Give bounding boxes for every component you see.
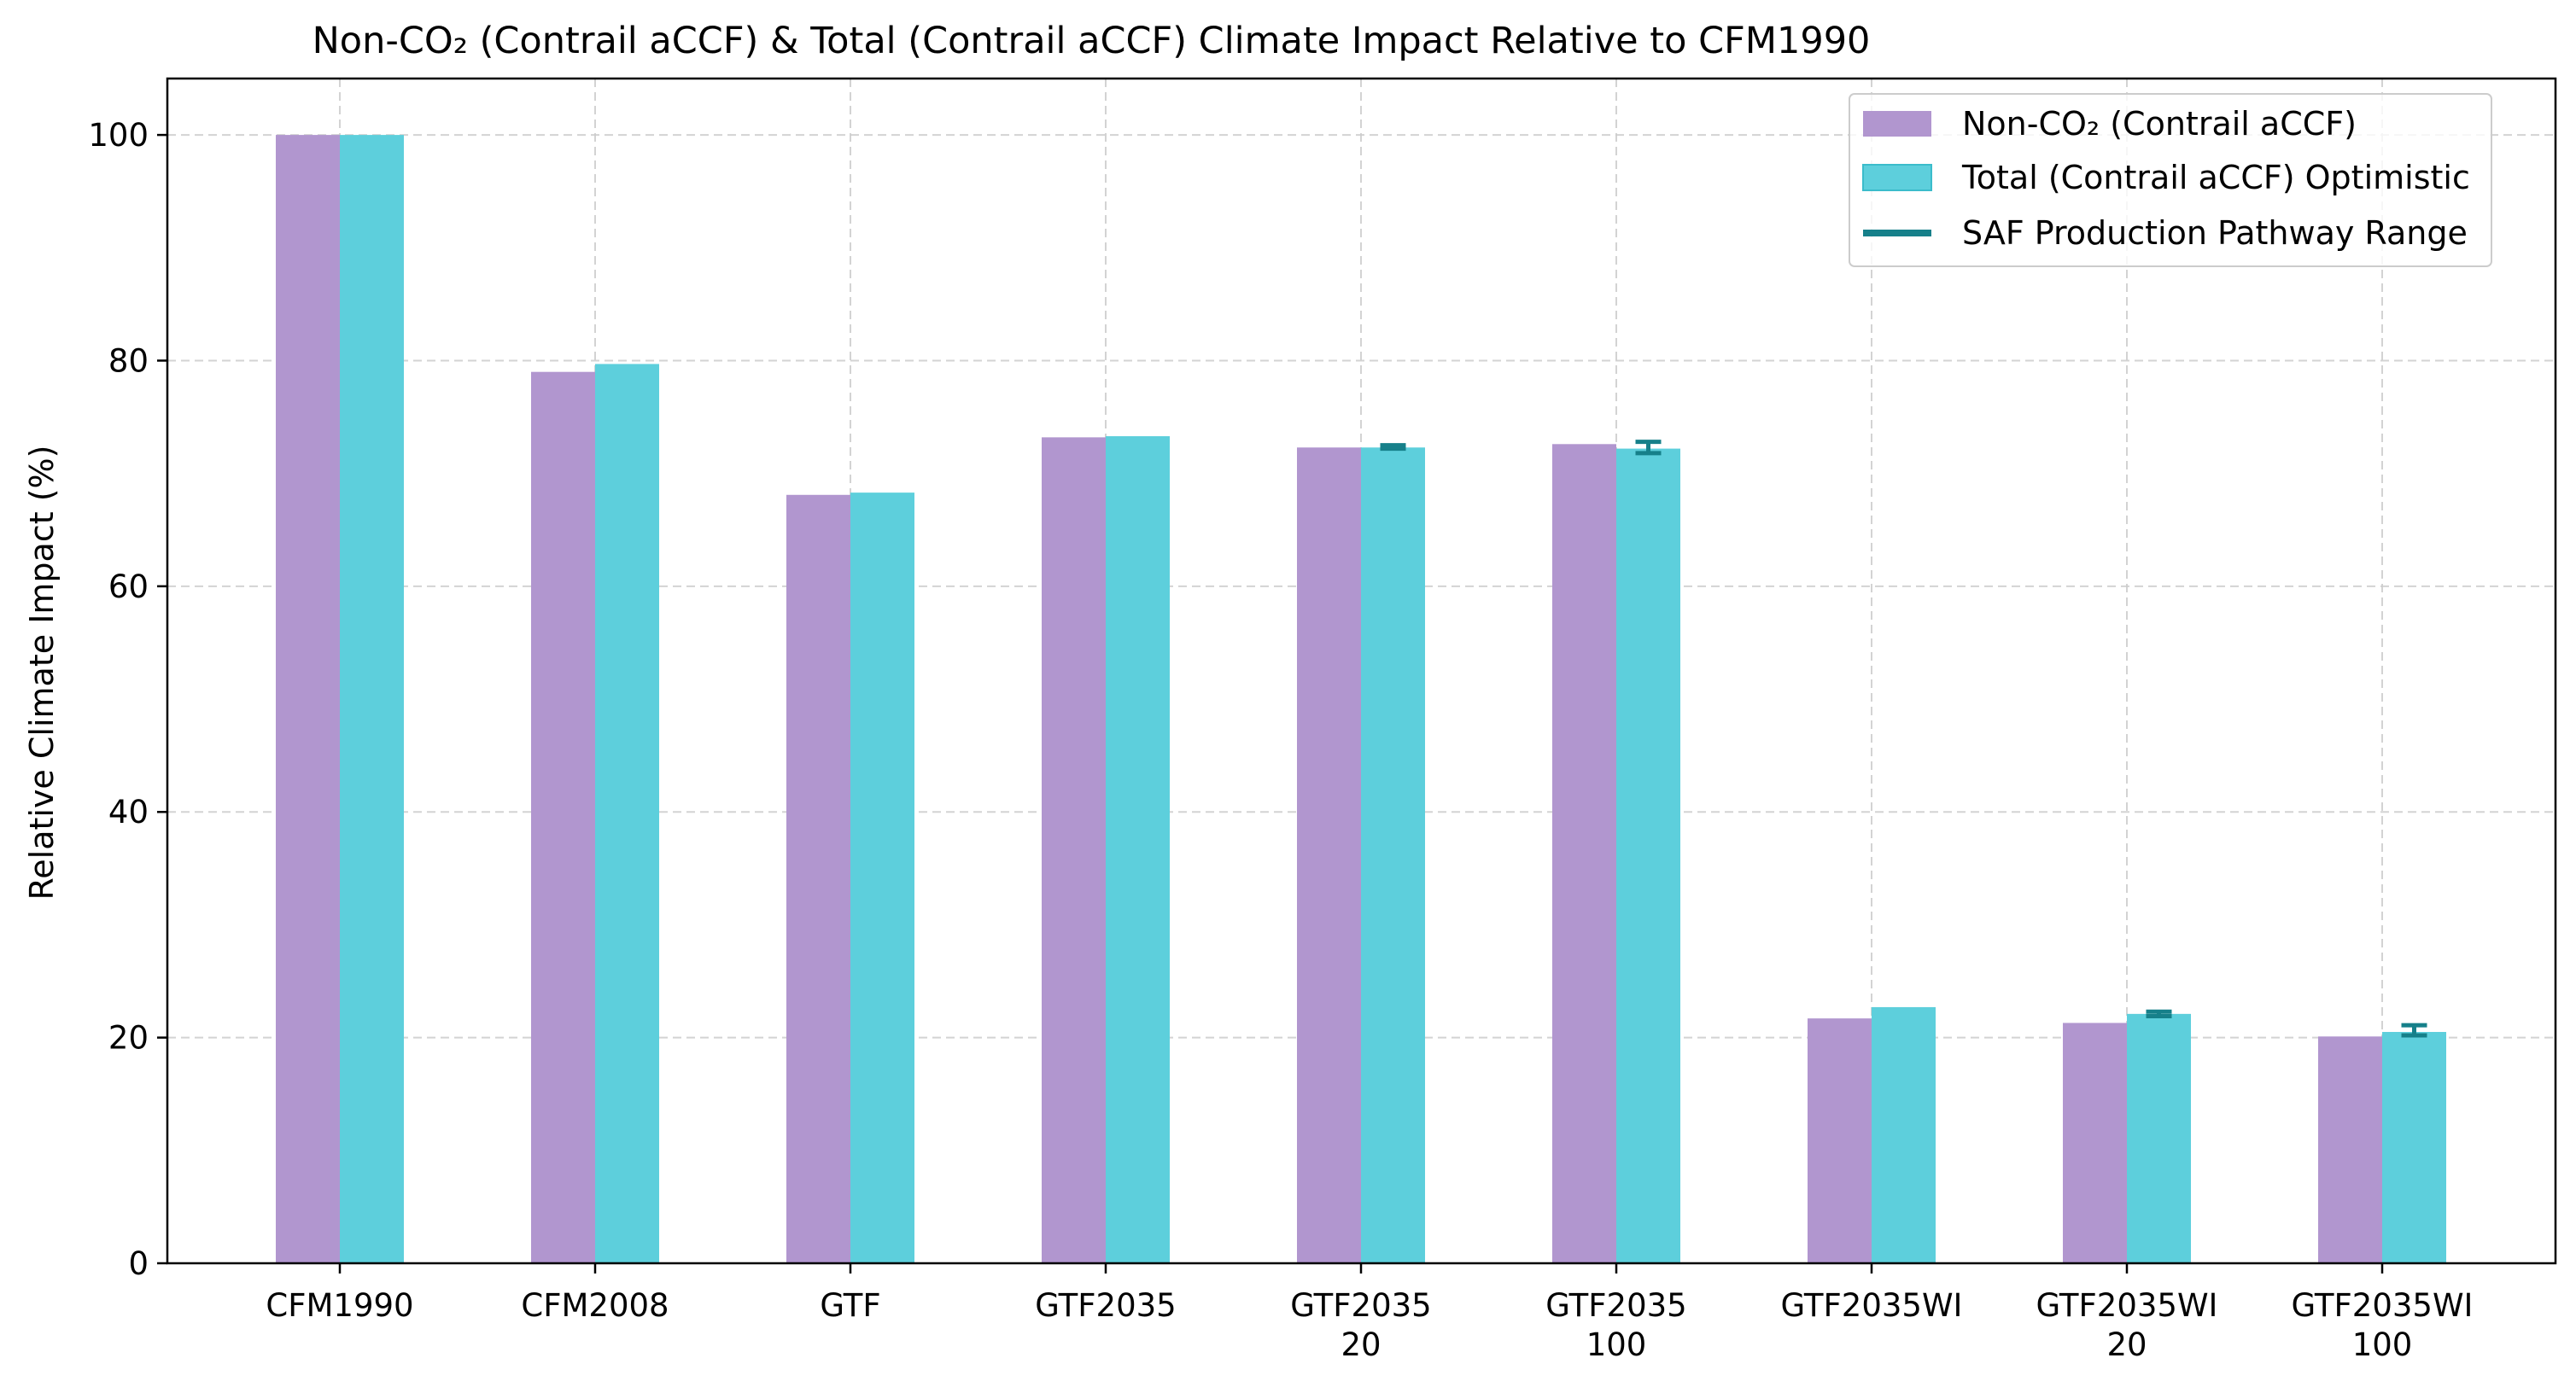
y-tick-label: 0 xyxy=(128,1245,149,1282)
x-axis-ticks: CFM1990 CFM2008 GTF GTF2035 GTF203520GTF2035… xyxy=(266,1263,2473,1363)
bar-total-optimistic xyxy=(595,364,659,1263)
bar-non-co2 xyxy=(1808,1018,1872,1263)
x-tick-label: CFM1990 xyxy=(266,1287,413,1324)
saf-range-marker xyxy=(2146,1009,2172,1019)
legend-swatch-non-co2 xyxy=(1863,111,1931,137)
y-tick-label: 60 xyxy=(108,568,149,605)
bar-total-optimistic xyxy=(1106,436,1170,1263)
bar-non-co2 xyxy=(1042,437,1106,1263)
x-tick-label: GTF2035 xyxy=(1290,1287,1431,1324)
bar-total-optimistic xyxy=(2127,1013,2191,1263)
saf-range-marker xyxy=(1635,440,1662,456)
y-tick-label: 100 xyxy=(88,117,149,154)
legend-label-saf-range: SAF Production Pathway Range xyxy=(1962,214,2468,252)
legend-label-non-co2: Non-CO₂ (Contrail aCCF) xyxy=(1962,105,2357,143)
y-tick-label: 80 xyxy=(108,342,149,379)
x-tick-label: 100 xyxy=(2352,1326,2413,1363)
legend-frame xyxy=(1849,93,2492,267)
legend-label-total: Total (Contrail aCCF) Optimistic xyxy=(1961,159,2470,196)
saf-range-markers xyxy=(1380,440,2427,1038)
legend: Non-CO₂ (Contrail aCCF) Total (Contrail … xyxy=(1849,93,2492,267)
bar-total-optimistic xyxy=(1872,1006,1936,1263)
bar-non-co2 xyxy=(1552,444,1616,1263)
legend-item-total: Total (Contrail aCCF) Optimistic xyxy=(1862,159,2470,196)
bar-non-co2 xyxy=(531,371,595,1263)
chart-title: Non-CO₂ (Contrail aCCF) & Total (Contrai… xyxy=(313,20,1871,62)
x-tick-label: GTF2035WI xyxy=(2292,1287,2474,1324)
bars xyxy=(276,135,2446,1264)
x-tick-label: 20 xyxy=(2106,1326,2147,1363)
legend-swatch-total xyxy=(1862,164,1932,191)
x-tick-label: GTF xyxy=(820,1287,880,1324)
x-tick-label: CFM2008 xyxy=(521,1287,669,1324)
bar-non-co2 xyxy=(276,135,340,1264)
x-tick-label: 100 xyxy=(1586,1326,1647,1363)
x-tick-label: GTF2035 xyxy=(1035,1287,1176,1324)
bar-non-co2 xyxy=(1297,447,1361,1263)
saf-range-marker xyxy=(2401,1023,2427,1038)
y-axis-label: Relative Climate Impact (%) xyxy=(23,446,61,900)
legend-item-non-co2: Non-CO₂ (Contrail aCCF) xyxy=(1863,105,2357,143)
bar-total-optimistic xyxy=(850,493,914,1263)
x-tick-label: 20 xyxy=(1341,1326,1381,1363)
y-axis-ticks: 0 20 40 60 80 100 xyxy=(88,117,167,1282)
bar-total-optimistic xyxy=(1361,447,1425,1263)
bar-total-optimistic xyxy=(2382,1032,2446,1263)
bar-non-co2 xyxy=(786,494,850,1263)
x-tick-label: GTF2035WI xyxy=(2036,1287,2218,1324)
y-tick-label: 40 xyxy=(108,794,149,831)
bar-total-optimistic xyxy=(340,135,404,1264)
x-tick-label: GTF2035 xyxy=(1545,1287,1686,1324)
x-tick-label: GTF2035WI xyxy=(1781,1287,1963,1324)
saf-range-marker xyxy=(1380,443,1406,452)
legend-item-saf-range: SAF Production Pathway Range xyxy=(1863,214,2468,252)
bar-non-co2 xyxy=(2318,1036,2382,1263)
y-tick-label: 20 xyxy=(108,1020,149,1057)
bar-non-co2 xyxy=(2063,1023,2127,1263)
bar-total-optimistic xyxy=(1616,448,1680,1263)
